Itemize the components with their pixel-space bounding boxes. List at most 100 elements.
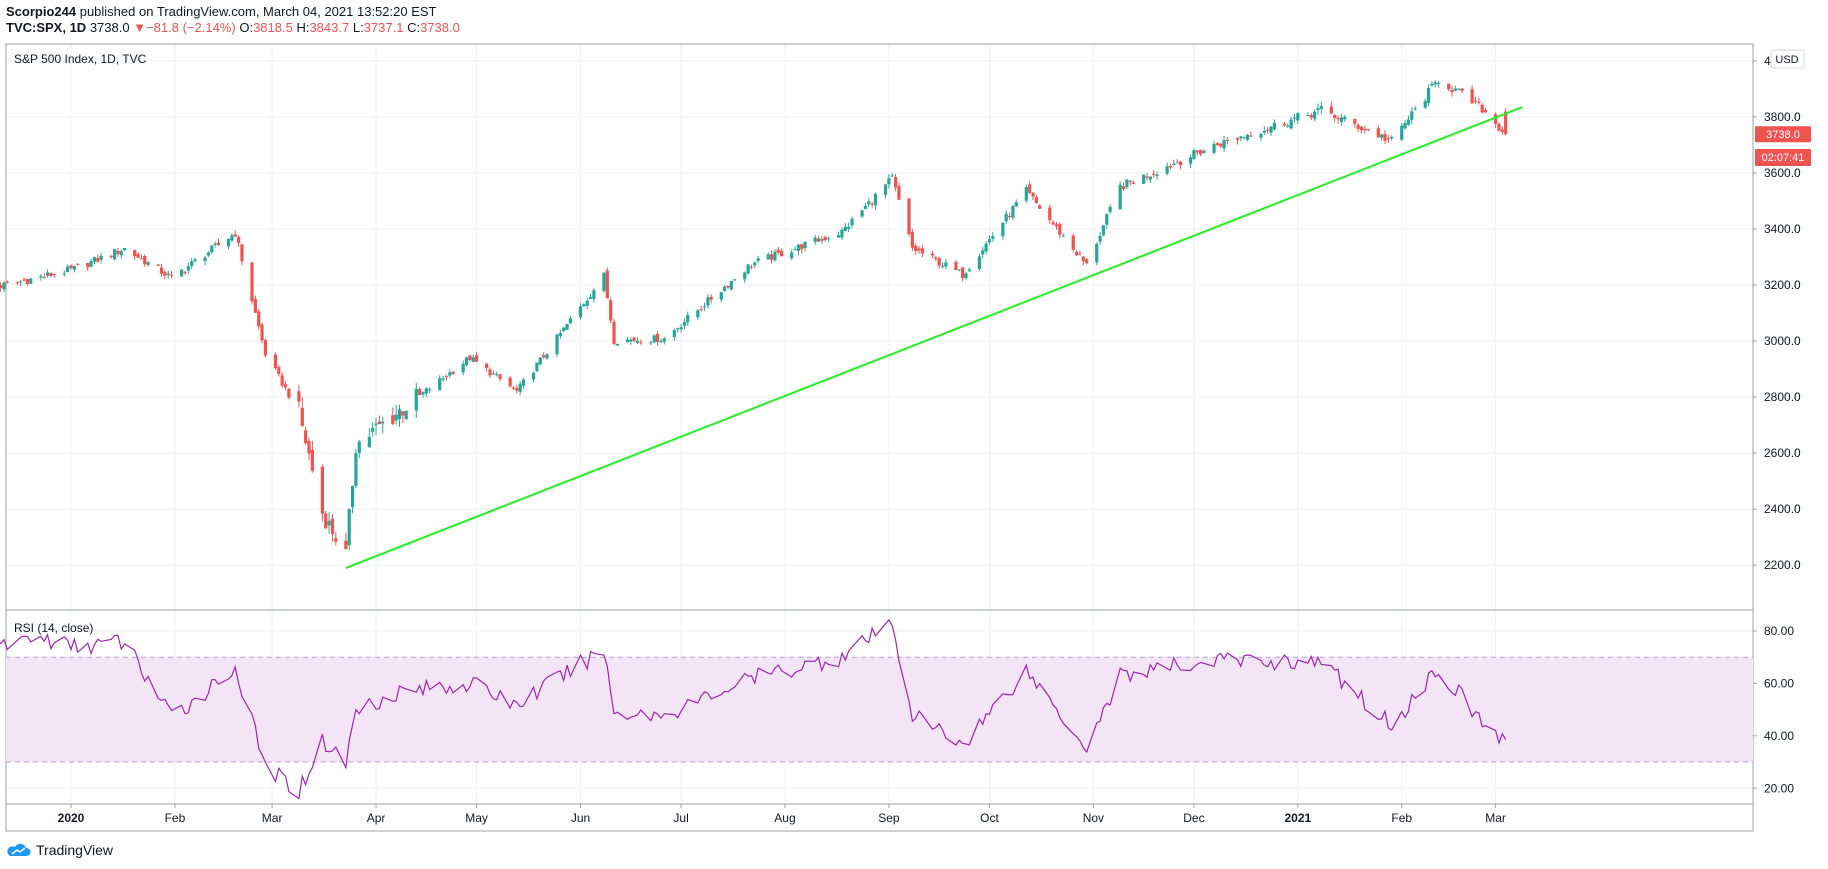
candle-body bbox=[297, 391, 301, 402]
candle-body bbox=[96, 257, 100, 262]
candle-body bbox=[1339, 117, 1344, 123]
candle-body bbox=[250, 262, 254, 302]
candle-body bbox=[1319, 106, 1323, 110]
candle-body bbox=[659, 340, 663, 343]
candle-body bbox=[354, 453, 358, 487]
candle-body bbox=[562, 327, 566, 332]
candle-body bbox=[1155, 174, 1159, 177]
tradingview-brand[interactable]: TradingView bbox=[7, 842, 113, 858]
candle-body bbox=[803, 241, 807, 248]
candle-body bbox=[42, 276, 46, 278]
candle-body bbox=[1061, 235, 1065, 237]
candle-body bbox=[635, 340, 640, 343]
candle-body bbox=[62, 273, 66, 275]
candle-body bbox=[1292, 117, 1297, 119]
candle-body bbox=[816, 238, 821, 242]
candle-body bbox=[1085, 259, 1089, 264]
candle-body bbox=[260, 324, 264, 341]
price-tick-label: 3000.0 bbox=[1764, 334, 1801, 348]
rsi-axis[interactable]: 20.00 40.00 60.00 80.00 bbox=[1753, 624, 1794, 795]
candle-body bbox=[237, 236, 241, 243]
candle-body bbox=[987, 239, 992, 243]
candle-body bbox=[1239, 136, 1243, 139]
candle-body bbox=[652, 335, 656, 343]
candle-body bbox=[394, 414, 398, 421]
candle-body bbox=[357, 441, 361, 454]
high-value: 3843.7 bbox=[309, 20, 350, 35]
candle-body bbox=[1269, 126, 1273, 133]
candle-body bbox=[870, 203, 874, 205]
candle-body bbox=[1262, 130, 1266, 133]
time-axis[interactable]: 2020 Feb Mar Apr May Jun Jul Aug Sep Oct Nov Dec 202… bbox=[58, 804, 1506, 825]
time-tick-label: Jul bbox=[673, 811, 688, 825]
candle-body bbox=[1333, 114, 1337, 118]
candle-body bbox=[766, 254, 770, 260]
candle-body bbox=[1400, 125, 1404, 140]
candle-body bbox=[1497, 123, 1501, 131]
candle-body bbox=[471, 357, 475, 363]
candle-body bbox=[451, 371, 455, 374]
candle-body bbox=[1031, 192, 1035, 197]
candle-body bbox=[847, 226, 851, 229]
brand-label: TradingView bbox=[36, 842, 114, 858]
candle-body bbox=[1101, 225, 1106, 236]
candle-body bbox=[1477, 101, 1481, 103]
candle-body bbox=[404, 410, 408, 420]
rsi-pane-title: RSI (14, close) bbox=[14, 621, 94, 635]
candle-body bbox=[491, 373, 495, 375]
candle-body bbox=[257, 311, 261, 327]
candle-body bbox=[283, 384, 288, 388]
candle-body bbox=[226, 238, 231, 247]
price-tick-label: 3400.0 bbox=[1764, 222, 1801, 236]
candle-body bbox=[1460, 88, 1464, 91]
candle-body bbox=[1500, 129, 1504, 133]
candle-body bbox=[330, 518, 335, 534]
candle-body bbox=[1145, 176, 1149, 178]
candle-body bbox=[310, 449, 314, 471]
candle-body bbox=[1028, 184, 1032, 193]
candle-body bbox=[776, 249, 780, 253]
candle-body bbox=[163, 271, 167, 276]
rsi-band bbox=[6, 656, 1753, 763]
candle-body bbox=[213, 243, 217, 245]
candle-body bbox=[1242, 137, 1246, 139]
time-tick-label: Mar bbox=[1485, 811, 1506, 825]
candle-body bbox=[1390, 136, 1394, 139]
price-axis[interactable]: 2200.0 2400.0 2600.0 2800.0 3000.0 3200.0 3400… bbox=[1753, 54, 1801, 572]
candle-body bbox=[206, 252, 211, 256]
time-tick-label: Nov bbox=[1083, 811, 1104, 825]
ohlc-legend: TVC:SPX, 1D 3738.0 ▼−81.8 (−2.14%) O:381… bbox=[6, 20, 460, 35]
candle-body bbox=[1380, 134, 1384, 138]
candle-body bbox=[1282, 123, 1287, 126]
candle-body bbox=[1225, 139, 1230, 141]
candle-body bbox=[428, 389, 432, 391]
candle-body bbox=[957, 269, 961, 271]
currency-badge[interactable]: USD bbox=[1770, 49, 1805, 69]
candle-body bbox=[508, 377, 512, 387]
candle-body bbox=[602, 272, 606, 291]
trendline[interactable] bbox=[345, 106, 1523, 569]
candle-body bbox=[615, 343, 619, 346]
candle-body bbox=[1289, 119, 1293, 129]
candle-body bbox=[2, 282, 6, 290]
candle-body bbox=[76, 263, 80, 265]
candle-body bbox=[1168, 165, 1173, 168]
candle-body bbox=[961, 267, 965, 279]
candle-body bbox=[1430, 83, 1434, 86]
candle-body bbox=[686, 315, 690, 323]
candle-body bbox=[1433, 82, 1437, 85]
candle-body bbox=[1014, 202, 1018, 207]
candle-body bbox=[15, 282, 19, 284]
candle-body bbox=[448, 372, 452, 376]
candle-body bbox=[1413, 108, 1417, 110]
candle-body bbox=[585, 300, 589, 306]
time-tick-label: Jun bbox=[571, 811, 590, 825]
candle-body bbox=[444, 376, 449, 378]
candle-body bbox=[89, 261, 93, 267]
candle-body bbox=[837, 235, 841, 238]
candle-body bbox=[123, 248, 127, 251]
candle-body bbox=[1447, 83, 1451, 90]
candle-body bbox=[156, 264, 160, 266]
candle-body bbox=[1366, 129, 1370, 131]
